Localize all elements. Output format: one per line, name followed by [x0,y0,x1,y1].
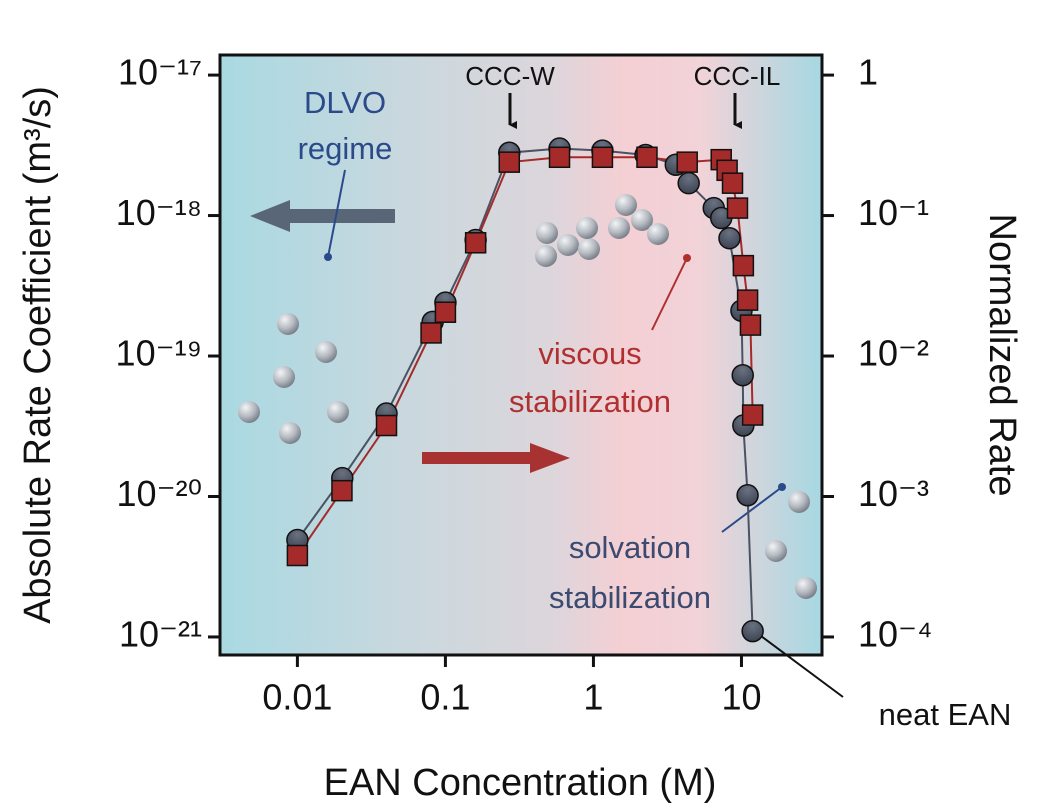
square-marker [741,404,764,426]
annotation: CCC-IL [694,61,781,91]
annotation: viscous [538,336,641,371]
square-marker [464,232,487,254]
square-marker [434,301,457,323]
square-marker [676,151,698,173]
y-tick-label: 10⁻²¹ [119,613,202,654]
annotation: CCC-W [465,61,555,91]
square-marker [331,479,353,502]
square-marker [498,151,521,173]
square-marker [420,322,442,344]
x-tick-label: 0.01 [262,677,332,718]
circle-marker [741,619,764,643]
square-marker [591,146,614,169]
y2-tick-label: 10⁻¹ [858,192,929,233]
annotation: stabilization [509,384,671,419]
y-axis-label: Absolute Rate Coefficient (m³/s) [17,86,59,624]
annotation: solvation [569,530,691,565]
particles [238,194,817,599]
annotation: regime [298,131,393,166]
square-marker [732,254,755,277]
y2-tick-label: 10⁻² [858,333,929,374]
x-tick-label: 1 [583,677,603,718]
y2-tick-label: 1 [858,52,878,93]
x-tick-label: 10 [721,677,761,718]
x-tick-label: 0.1 [420,677,470,718]
square-marker [636,146,658,169]
y-tick-label: 10⁻¹⁷ [118,52,202,93]
y2-tick-label: 10⁻³ [858,473,929,514]
x-axis-label: EAN Concentration (M) [324,762,717,804]
annotation: stabilization [549,580,711,615]
square-marker [726,197,749,219]
circle-marker [731,363,754,387]
y-tick-label: 10⁻²⁰ [117,473,202,514]
square-marker [286,544,309,567]
y2-tick-label: 10⁻⁴ [858,613,933,654]
y-tick-label: 10⁻¹⁹ [116,333,202,374]
annotation: neat EAN [879,697,1012,732]
circle-marker [677,171,700,195]
square-marker [375,414,398,437]
square-marker [736,289,759,311]
circle-marker [718,226,741,250]
arrows [250,93,844,698]
y2-axis-label: Normalized Rate [981,214,1023,497]
annotation: DLVO [304,85,386,120]
circle-marker [736,484,759,507]
square-marker [739,314,762,336]
square-marker [721,172,744,194]
square-marker [548,146,571,169]
y-tick-label: 10⁻¹⁸ [116,192,202,233]
